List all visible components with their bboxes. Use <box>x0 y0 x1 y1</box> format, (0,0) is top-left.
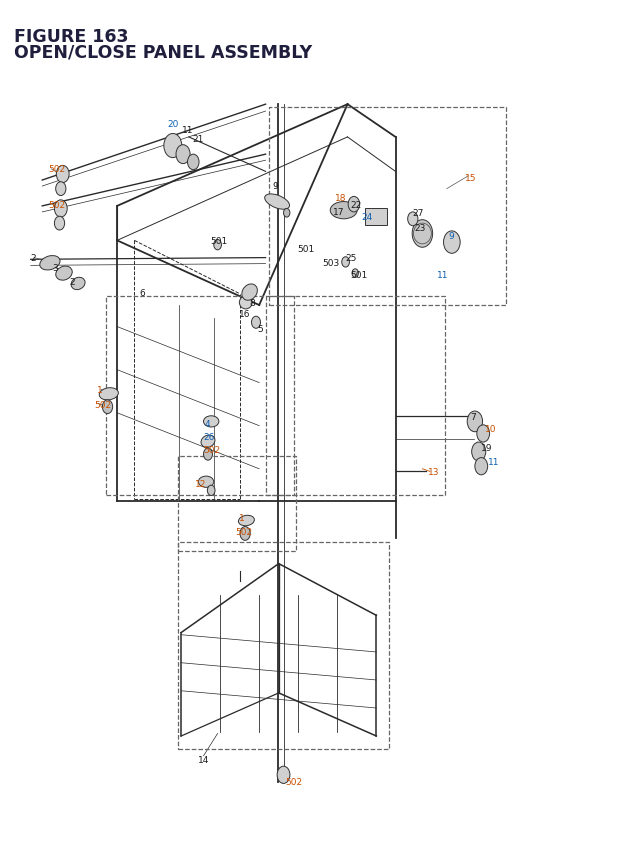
Circle shape <box>348 197 360 213</box>
Text: 503: 503 <box>322 259 339 268</box>
Text: FIGURE 163: FIGURE 163 <box>14 28 129 46</box>
Text: 501: 501 <box>298 245 315 254</box>
Circle shape <box>252 317 260 329</box>
Text: 27: 27 <box>413 209 424 218</box>
Circle shape <box>477 425 490 443</box>
Circle shape <box>444 232 460 254</box>
Circle shape <box>207 486 215 496</box>
Text: 8: 8 <box>250 299 255 307</box>
Text: 16: 16 <box>239 310 250 319</box>
Ellipse shape <box>71 278 85 290</box>
Text: 17: 17 <box>333 208 345 216</box>
Ellipse shape <box>242 285 257 300</box>
Text: 5: 5 <box>257 325 263 333</box>
Ellipse shape <box>198 477 214 487</box>
Circle shape <box>176 146 190 164</box>
Circle shape <box>472 443 486 461</box>
Text: 15: 15 <box>465 174 476 183</box>
Text: 2: 2 <box>69 278 75 287</box>
Circle shape <box>467 412 483 432</box>
Circle shape <box>188 155 199 170</box>
Text: 502: 502 <box>236 528 253 536</box>
Text: 3: 3 <box>52 264 58 273</box>
Ellipse shape <box>239 516 254 526</box>
Text: 25: 25 <box>346 254 357 263</box>
Text: 501: 501 <box>210 237 227 245</box>
Text: 11: 11 <box>182 126 193 134</box>
Text: 22: 22 <box>351 201 362 209</box>
Circle shape <box>240 527 250 541</box>
Text: 7: 7 <box>470 412 476 421</box>
Text: 26: 26 <box>203 433 214 442</box>
Text: 14: 14 <box>198 755 210 764</box>
Text: 21: 21 <box>192 135 204 144</box>
Text: 19: 19 <box>481 443 493 452</box>
Ellipse shape <box>40 257 60 270</box>
Ellipse shape <box>265 195 289 210</box>
Text: 10: 10 <box>485 424 497 433</box>
Text: 9: 9 <box>272 182 278 190</box>
Text: 502: 502 <box>285 777 303 786</box>
Circle shape <box>408 213 418 226</box>
Circle shape <box>164 134 182 158</box>
Text: 11: 11 <box>488 458 499 467</box>
Text: 502: 502 <box>48 165 65 174</box>
Text: 20: 20 <box>168 120 179 128</box>
Text: 13: 13 <box>428 468 439 476</box>
Circle shape <box>204 449 212 461</box>
Text: 501: 501 <box>351 271 368 280</box>
Text: 1: 1 <box>97 386 103 394</box>
Circle shape <box>475 458 488 475</box>
Ellipse shape <box>201 436 215 448</box>
Circle shape <box>54 201 67 218</box>
Circle shape <box>56 166 69 183</box>
Circle shape <box>102 400 113 414</box>
Text: 502: 502 <box>48 201 65 209</box>
Circle shape <box>342 257 349 268</box>
Ellipse shape <box>330 202 357 220</box>
Text: 2: 2 <box>31 254 36 263</box>
Circle shape <box>277 766 290 784</box>
Ellipse shape <box>204 417 219 428</box>
Circle shape <box>412 220 433 248</box>
Text: 6: 6 <box>140 288 145 297</box>
Text: 18: 18 <box>335 194 346 202</box>
Text: 11: 11 <box>437 271 449 280</box>
Ellipse shape <box>56 267 72 281</box>
Circle shape <box>284 209 290 218</box>
Circle shape <box>56 183 66 196</box>
Text: 12: 12 <box>195 480 207 488</box>
Text: 1: 1 <box>239 514 244 523</box>
Text: 23: 23 <box>414 224 426 232</box>
Ellipse shape <box>239 296 252 310</box>
Ellipse shape <box>99 388 118 400</box>
Text: OPEN/CLOSE PANEL ASSEMBLY: OPEN/CLOSE PANEL ASSEMBLY <box>14 43 312 61</box>
Circle shape <box>214 240 221 251</box>
Text: 9: 9 <box>448 232 454 240</box>
Circle shape <box>54 217 65 231</box>
Text: 502: 502 <box>203 446 220 455</box>
Polygon shape <box>365 208 387 226</box>
Text: 24: 24 <box>361 213 372 221</box>
Text: 502: 502 <box>95 400 112 409</box>
Circle shape <box>352 269 358 278</box>
Text: 4: 4 <box>205 420 211 429</box>
